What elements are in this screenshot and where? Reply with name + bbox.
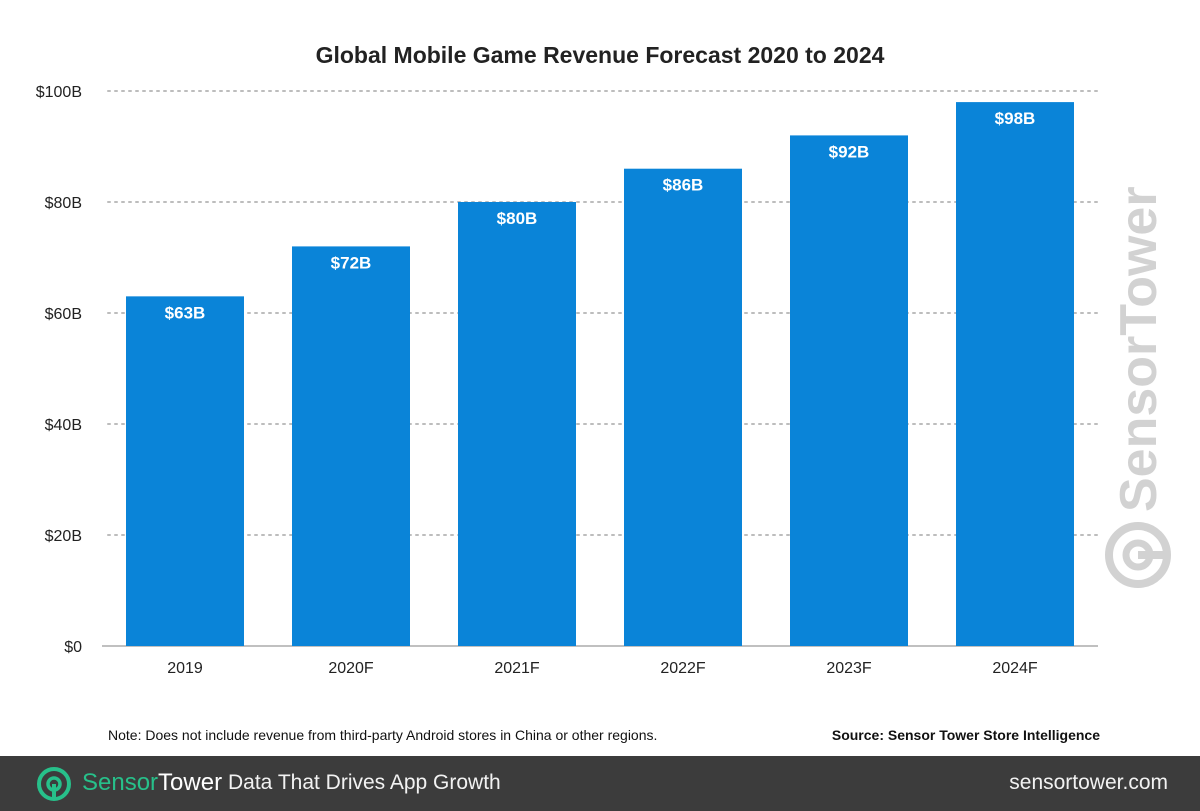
y-tick-label: $60B [45, 306, 82, 323]
bar-value-label: $80B [497, 209, 538, 228]
footer-brand-part2: Tower [158, 769, 223, 796]
bars: $63B $72B $80B $86B $92B $98B [126, 102, 1074, 647]
watermark-text: SensorTower [1110, 186, 1168, 512]
footer-url-link[interactable]: sensortower.com [1009, 771, 1168, 794]
bar-value-label: $72B [331, 253, 372, 272]
bar-value-label: $92B [829, 142, 870, 161]
source-credit: Source: Sensor Tower Store Intelligence [831, 727, 1100, 743]
footer-tagline: Data That Drives App Growth [228, 771, 501, 794]
x-tick-label: 2019 [167, 660, 203, 677]
x-tick-label: 2020F [328, 660, 374, 677]
bar-value-label: $63B [165, 303, 206, 322]
sensortower-watermark: SensorTower [1105, 186, 1171, 588]
sensortower-logo-icon [37, 767, 71, 801]
bar [458, 202, 576, 646]
y-tick-label: $40B [45, 417, 82, 434]
footer-brand-part1: Sensor [82, 769, 159, 796]
x-tick-label: 2021F [494, 660, 540, 677]
bar-chart: $0 $20B $40B $60B $80B $100B $63B $72B $80B $86B… [36, 84, 1171, 677]
bar [292, 246, 410, 646]
chart-title: Global Mobile Game Revenue Forecast 2020… [315, 42, 885, 68]
footer-bar: SensorTower Data That Drives App Growth … [0, 756, 1200, 811]
x-tick-label: 2023F [826, 660, 872, 677]
x-tick-label: 2024F [992, 660, 1038, 677]
y-tick-label: $20B [45, 528, 82, 545]
x-axis-ticks: 2019 2020F 2021F 2022F 2023F 2024F [167, 660, 1038, 677]
bar [956, 102, 1074, 647]
bar [624, 168, 742, 646]
footnote: Note: Does not include revenue from thir… [108, 727, 658, 743]
y-tick-label: $100B [36, 84, 82, 101]
bar [790, 135, 908, 646]
y-tick-label: $80B [45, 195, 82, 212]
sensortower-logo-icon [1105, 522, 1171, 588]
x-tick-label: 2022F [660, 660, 706, 677]
y-tick-label: $0 [64, 639, 82, 656]
footer-brand: SensorTower [82, 769, 222, 797]
bar-value-label: $86B [663, 176, 704, 195]
bar [126, 296, 244, 646]
y-axis-ticks: $0 $20B $40B $60B $80B $100B [36, 84, 82, 656]
bar-value-label: $98B [995, 109, 1036, 128]
gridlines [102, 90, 1099, 647]
